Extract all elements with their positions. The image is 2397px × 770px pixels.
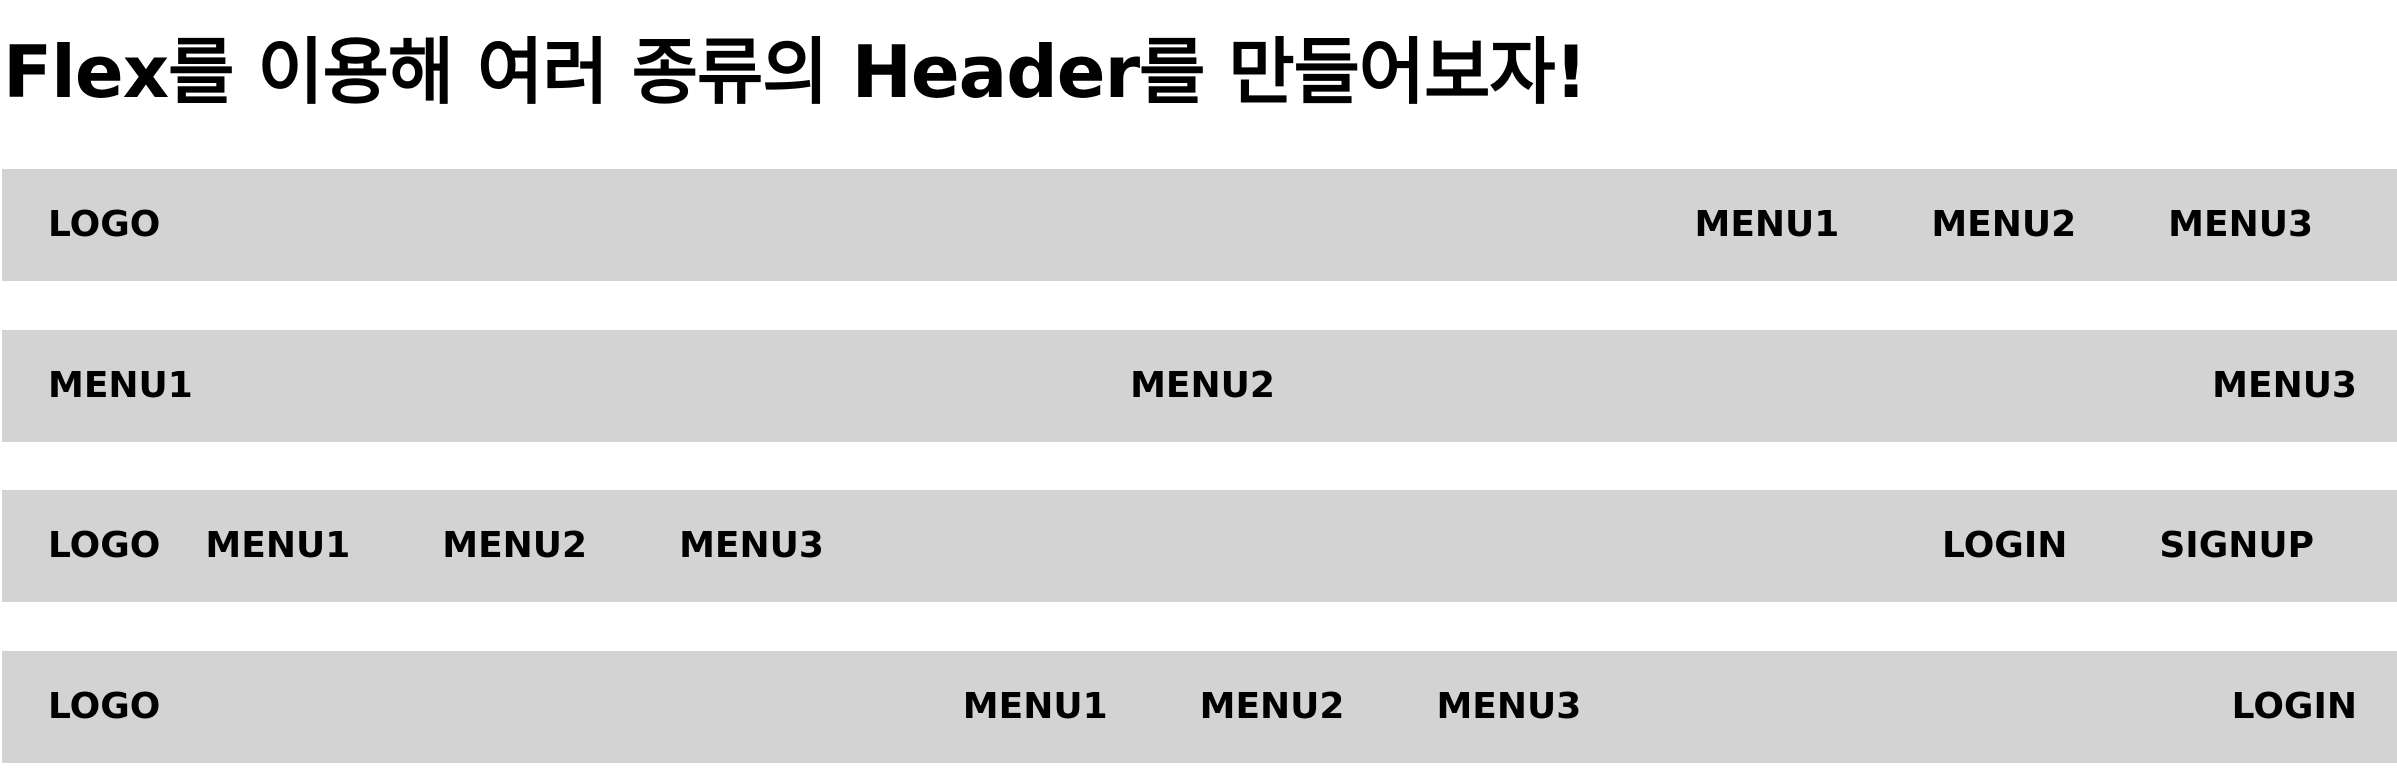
logo[interactable]: LOGO (48, 686, 161, 727)
menu-group: MENU1 MENU2 MENU3 (205, 528, 823, 564)
menu-item-menu1[interactable]: MENU1 (48, 365, 193, 406)
auth-group: LOGIN SIGNUP (1942, 528, 2314, 564)
menu-item-menu1[interactable]: MENU1 (1694, 204, 1840, 245)
menu-item-menu1[interactable]: MENU1 (205, 525, 351, 566)
login-link[interactable]: LOGIN (1942, 525, 2068, 566)
header-logo-center-menu-login: LOGO MENU1 MENU2 MENU3 LOGIN (2, 651, 2397, 763)
logo[interactable]: LOGO (48, 525, 161, 566)
menu-item-menu2[interactable]: MENU2 (1931, 204, 2077, 245)
header-logo-menu-auth: LOGO MENU1 MENU2 MENU3 LOGIN SIGNUP (2, 490, 2397, 602)
menu-group: MENU1 MENU2 MENU3 (963, 689, 1581, 725)
menu-item-menu2[interactable]: MENU2 (1199, 686, 1345, 727)
menu-item-menu3[interactable]: MENU3 (679, 525, 824, 566)
menu-item-menu3[interactable]: MENU3 (1436, 686, 1582, 727)
menu-item-menu2[interactable]: MENU2 (442, 525, 588, 566)
signup-link[interactable]: SIGNUP (2159, 525, 2314, 566)
login-link[interactable]: LOGIN (2231, 686, 2357, 727)
menu-item-menu3[interactable]: MENU3 (2212, 365, 2357, 406)
menu-item-menu1[interactable]: MENU1 (962, 686, 1108, 727)
logo[interactable]: LOGO (48, 204, 161, 245)
menu-item-menu3[interactable]: MENU3 (2168, 204, 2313, 245)
menu-group: MENU1 MENU2 MENU3 (1695, 207, 2313, 243)
page-title: Flex를 이용해 여러 종류의 Header를 만들어보자! (3, 30, 1587, 114)
header-logo-left-menu-right: LOGO MENU1 MENU2 MENU3 (2, 169, 2397, 281)
header-menu-space-between: MENU1 MENU2 MENU3 (2, 330, 2397, 442)
menu-item-menu2[interactable]: MENU2 (1130, 365, 1275, 406)
